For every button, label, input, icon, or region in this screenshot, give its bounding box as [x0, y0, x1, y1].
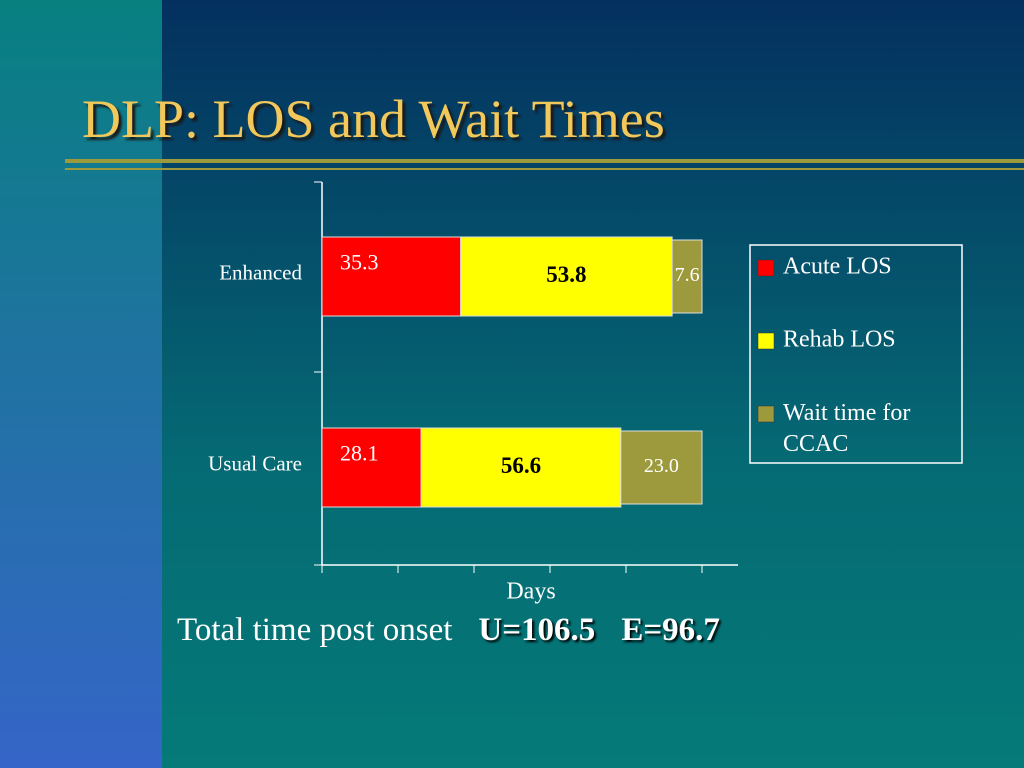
footer-text: Total time post onset [177, 612, 453, 648]
value-label: 28.1 [340, 441, 379, 466]
legend-swatch [757, 405, 775, 423]
slide-title: DLP: LOS and Wait Times [82, 89, 665, 149]
title-rule [65, 168, 1024, 170]
value-label: 23.0 [644, 455, 679, 477]
y-tick-label: Enhanced [219, 260, 302, 284]
value-label: 56.6 [501, 453, 541, 478]
legend-swatch [757, 332, 775, 350]
bar-segment [321, 236, 462, 317]
footer: Total time post onset U=106.5 E=96.7 [177, 612, 720, 649]
side-panel [0, 0, 162, 768]
legend-label: Acute LOS [783, 254, 892, 280]
bar-segment [671, 239, 703, 314]
footer-u: U=106.5 [478, 612, 596, 648]
y-tick-label: Usual Care [208, 451, 302, 475]
value-label: 53.8 [546, 262, 586, 287]
value-label: 7.6 [675, 264, 700, 286]
x-axis-label: Days [506, 579, 555, 605]
legend-box [749, 244, 963, 464]
bar-segment [321, 427, 422, 508]
x-ticks [321, 565, 703, 573]
legend-label: Rehab LOS [783, 327, 896, 353]
footer-e: E=96.7 [621, 612, 720, 648]
legend-label: Wait time for CCAC [783, 400, 910, 457]
bar-segment [620, 430, 703, 505]
bar-segment [460, 236, 673, 317]
title-rule [65, 159, 1024, 163]
value-label: 35.3 [340, 250, 379, 275]
legend-swatch [757, 259, 775, 277]
bar-segment [420, 427, 622, 508]
